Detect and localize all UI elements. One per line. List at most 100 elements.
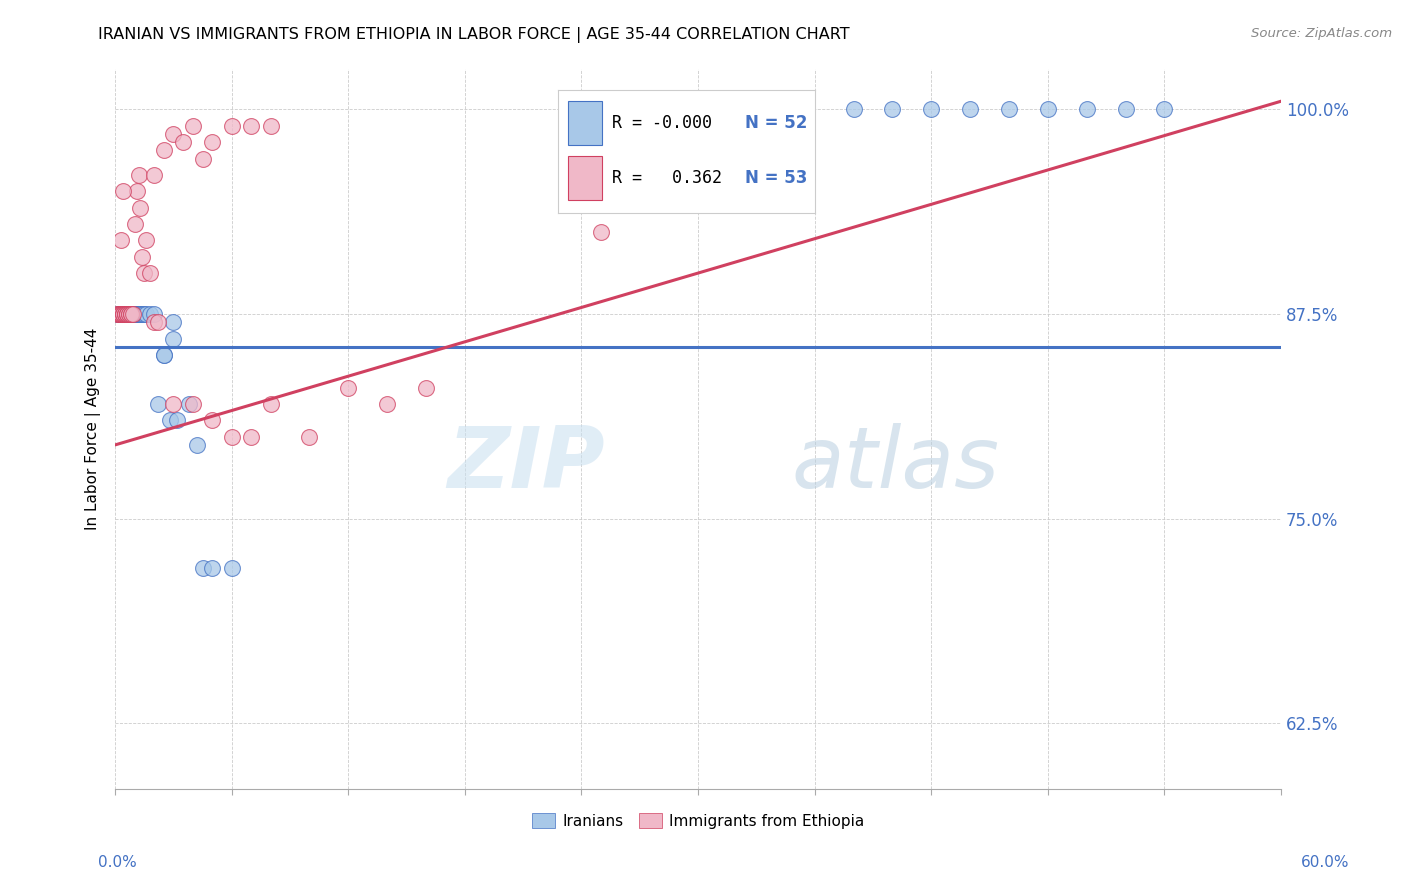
Point — [1115, 103, 1137, 117]
Point — [125, 307, 148, 321]
Point — [110, 307, 132, 321]
Point — [110, 307, 132, 321]
Point — [1036, 103, 1059, 117]
Point — [118, 307, 141, 321]
Point — [259, 119, 281, 133]
Point — [110, 307, 132, 321]
Point — [111, 307, 134, 321]
Point — [110, 233, 132, 247]
Point — [166, 413, 188, 427]
Text: ZIP: ZIP — [447, 423, 605, 506]
Point — [146, 315, 169, 329]
Point — [115, 307, 138, 321]
Point — [120, 307, 142, 321]
Point — [785, 103, 807, 117]
Point — [115, 307, 138, 321]
Point — [129, 201, 152, 215]
Point — [152, 348, 174, 362]
Point — [201, 135, 224, 149]
Point — [337, 381, 360, 395]
Point — [134, 307, 156, 321]
Point — [114, 307, 136, 321]
Point — [108, 307, 131, 321]
Point — [162, 315, 184, 329]
Point — [124, 307, 146, 321]
Point — [135, 233, 157, 247]
Text: 0.0%: 0.0% — [98, 855, 138, 870]
Point — [177, 397, 200, 411]
Point — [1153, 103, 1175, 117]
Point — [131, 307, 153, 321]
Point — [108, 307, 131, 321]
Point — [162, 127, 184, 141]
Point — [125, 184, 148, 198]
Point — [121, 307, 143, 321]
Point — [129, 307, 152, 321]
Point — [201, 413, 224, 427]
Point — [221, 560, 243, 574]
Point — [143, 307, 166, 321]
Point — [181, 119, 204, 133]
Legend: Iranians, Immigrants from Ethiopia: Iranians, Immigrants from Ethiopia — [526, 806, 870, 835]
Point — [105, 307, 128, 321]
Point — [115, 307, 138, 321]
Text: IRANIAN VS IMMIGRANTS FROM ETHIOPIA IN LABOR FORCE | AGE 35-44 CORRELATION CHART: IRANIAN VS IMMIGRANTS FROM ETHIOPIA IN L… — [98, 27, 851, 43]
Point — [172, 135, 194, 149]
Point — [118, 307, 141, 321]
Point — [114, 307, 136, 321]
Point — [124, 307, 146, 321]
Point — [111, 307, 134, 321]
Point — [998, 103, 1021, 117]
Point — [191, 152, 214, 166]
Point — [111, 307, 134, 321]
Point — [121, 307, 143, 321]
Point — [842, 103, 865, 117]
Point — [111, 184, 134, 198]
Point — [118, 307, 141, 321]
Point — [111, 307, 134, 321]
Point — [108, 307, 131, 321]
Point — [120, 307, 142, 321]
Point — [152, 348, 174, 362]
Point — [882, 103, 904, 117]
Point — [259, 397, 281, 411]
Point — [191, 560, 214, 574]
Point — [240, 430, 263, 444]
Point — [201, 560, 224, 574]
Point — [139, 307, 162, 321]
Point — [110, 307, 132, 321]
Point — [128, 307, 150, 321]
Point — [162, 397, 184, 411]
Point — [959, 103, 981, 117]
Point — [111, 307, 134, 321]
Point — [114, 307, 136, 321]
Point — [110, 307, 132, 321]
Point — [152, 144, 174, 158]
Point — [120, 307, 142, 321]
Text: atlas: atlas — [792, 423, 1000, 506]
Point — [105, 307, 128, 321]
Point — [146, 397, 169, 411]
Point — [920, 103, 942, 117]
Point — [110, 307, 132, 321]
Point — [115, 307, 138, 321]
Y-axis label: In Labor Force | Age 35-44: In Labor Force | Age 35-44 — [86, 327, 101, 530]
Point — [375, 397, 398, 411]
Point — [131, 250, 153, 264]
Point — [114, 307, 136, 321]
Point — [221, 430, 243, 444]
Point — [115, 307, 138, 321]
Point — [181, 397, 204, 411]
Point — [589, 225, 612, 239]
Point — [143, 168, 166, 182]
Text: Source: ZipAtlas.com: Source: ZipAtlas.com — [1251, 27, 1392, 40]
Point — [143, 315, 166, 329]
Point — [159, 413, 181, 427]
Point — [415, 381, 437, 395]
Point — [135, 307, 157, 321]
Point — [111, 307, 134, 321]
Point — [298, 430, 321, 444]
Point — [120, 307, 142, 321]
Point — [114, 307, 136, 321]
Point — [240, 119, 263, 133]
